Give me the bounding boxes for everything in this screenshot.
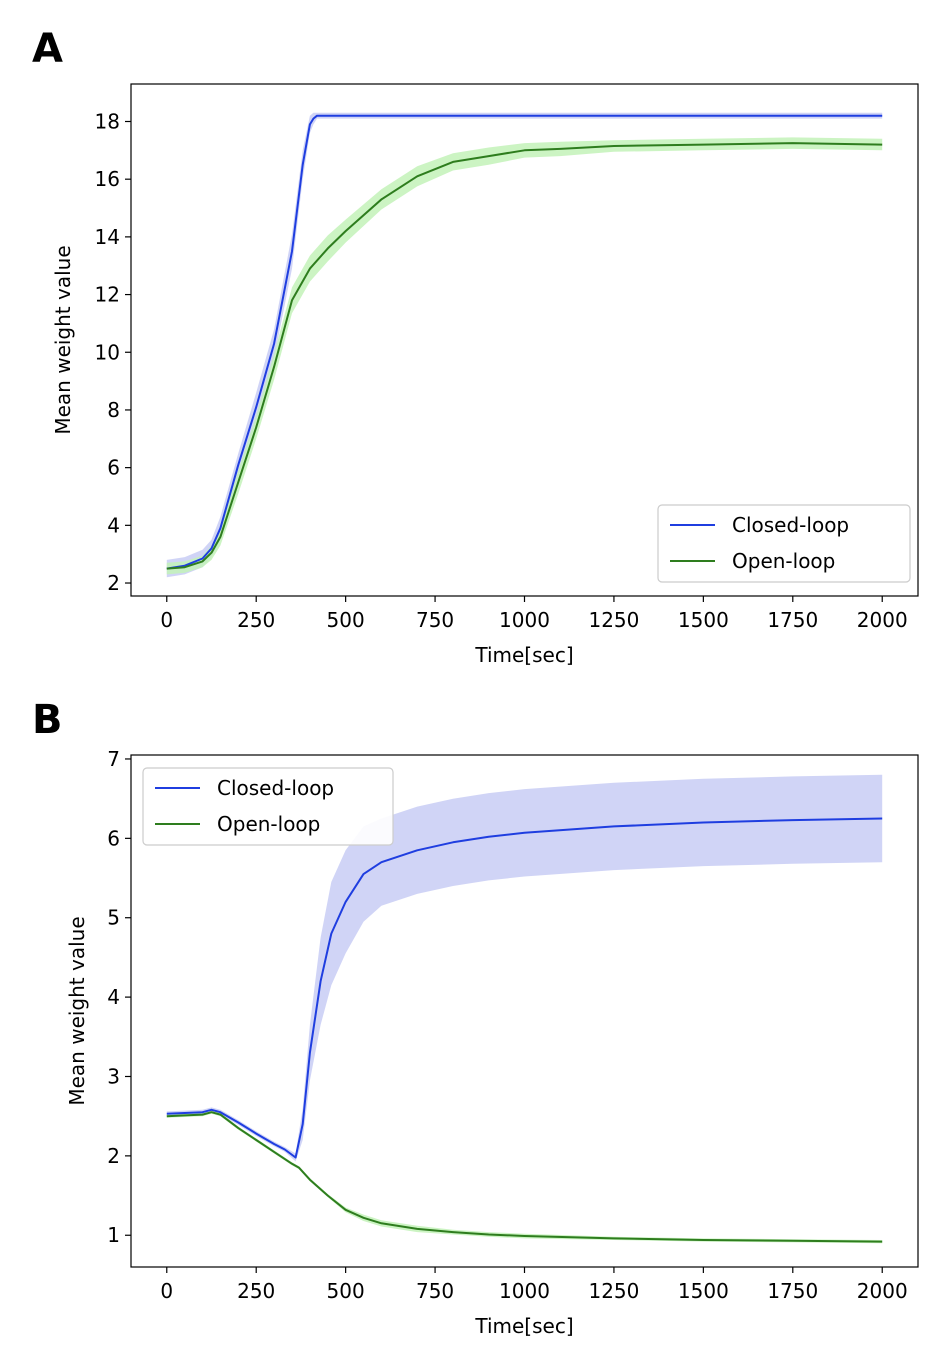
x-tick-label: 250 (237, 608, 275, 632)
x-tick-label: 1250 (588, 1279, 639, 1303)
x-tick-label: 0 (160, 608, 173, 632)
x-tick-label: 500 (327, 1279, 365, 1303)
x-axis-title: Time[sec] (474, 643, 573, 667)
x-tick-label: 1500 (678, 608, 729, 632)
series-line-closed-loop (166, 114, 883, 570)
panel-a-chart: 0 250 500 750 1000 1250 1500 1750 2000 2 4 6 8 10 12 14… (51, 83, 919, 667)
legend-box (142, 767, 394, 846)
x-tick-label: 1000 (499, 1279, 550, 1303)
y-tick-label: 6 (107, 456, 120, 480)
y-tick-label: 3 (107, 1064, 120, 1088)
x-tick-label: 2000 (857, 1279, 908, 1303)
series-line-open-loop (166, 1111, 883, 1243)
x-tick-label: 2000 (857, 608, 908, 632)
series-line-open-loop (166, 142, 883, 570)
x-axis-title: Time[sec] (474, 1314, 573, 1338)
y-tick-label: 2 (107, 1144, 120, 1168)
y-tick-label: 12 (95, 283, 120, 307)
x-tick-label: 250 (237, 1279, 275, 1303)
y-tick-label: 1 (107, 1223, 120, 1247)
legend-label-closed-loop: Closed-loop (217, 776, 334, 800)
y-tick-label: 18 (95, 109, 120, 133)
legend-box (657, 504, 911, 583)
legend-label-open-loop: Open-loop (217, 812, 320, 836)
x-tick-label: 1000 (499, 608, 550, 632)
series-band-closed-loop (166, 774, 883, 1162)
y-axis-title: Mean weight value (51, 245, 75, 434)
x-tick-label: 500 (327, 608, 365, 632)
y-tick-label: 16 (95, 167, 120, 191)
legend-label-open-loop: Open-loop (732, 549, 835, 573)
y-tick-label: 14 (95, 225, 120, 249)
y-tick-label: 2 (107, 571, 120, 595)
y-tick-label: 6 (107, 826, 120, 850)
panel-label-a: A (32, 26, 63, 72)
x-tick-label: 1750 (767, 1279, 818, 1303)
legend-label-closed-loop: Closed-loop (732, 513, 849, 537)
y-tick-label: 4 (107, 513, 120, 537)
y-tick-label: 5 (107, 906, 120, 930)
series-line-closed-loop (166, 817, 883, 1159)
x-tick-label: 0 (160, 1279, 173, 1303)
series-band-open-loop (166, 1110, 883, 1244)
y-tick-label: 8 (107, 398, 120, 422)
y-tick-label: 10 (95, 340, 120, 364)
x-tick-label: 750 (416, 1279, 454, 1303)
panel-label-b: B (32, 697, 63, 743)
x-tick-label: 1500 (678, 1279, 729, 1303)
x-tick-label: 750 (416, 608, 454, 632)
y-tick-label: 7 (107, 747, 120, 771)
y-axis-title: Mean weight value (65, 916, 89, 1105)
panel-b-chart: 0 250 500 750 1000 1250 1500 1750 2000 1 2 3 4 5 6 7 Tim… (65, 747, 919, 1338)
x-tick-label: 1750 (767, 608, 818, 632)
x-tick-label: 1250 (588, 608, 639, 632)
y-tick-label: 4 (107, 985, 120, 1009)
